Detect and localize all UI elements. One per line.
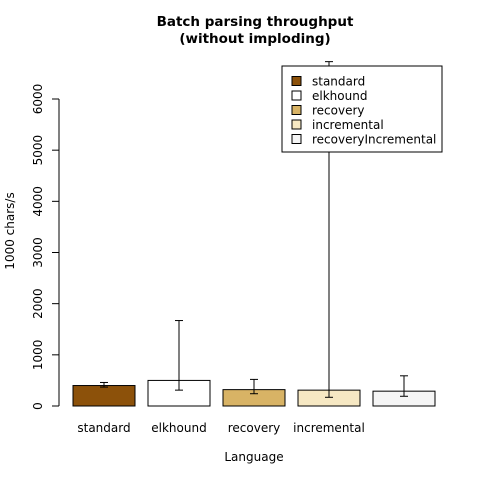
- y-tick-label: 5000: [31, 135, 45, 166]
- x-axis-tick-labels: standard elkhound recovery incremental: [77, 421, 364, 435]
- y-tick-label: 3000: [31, 237, 45, 268]
- y-tick-label: 6000: [31, 84, 45, 115]
- legend: standardelkhoundrecoveryincrementalrecov…: [281, 65, 443, 153]
- x-tick-label: elkhound: [151, 421, 206, 435]
- y-axis-label: 1000 chars/s: [3, 192, 17, 269]
- y-tick-label: 0: [31, 402, 45, 410]
- x-tick-label: incremental: [293, 421, 365, 435]
- legend-swatch: [291, 76, 302, 86]
- y-axis: 0 1000 2000 3000 4000 5000 6000: [31, 84, 60, 410]
- legend-swatch: [291, 134, 302, 144]
- x-tick-label: recovery: [228, 421, 281, 435]
- y-tick-label: 4000: [31, 186, 45, 217]
- x-tick-label: standard: [77, 421, 130, 435]
- bar-elkhound: [147, 379, 211, 407]
- legend-swatch: [291, 105, 302, 115]
- bars: [72, 61, 436, 407]
- chart-title-line-1: Batch parsing throughput: [157, 14, 354, 30]
- legend-swatch: [291, 119, 302, 130]
- legend-entry: elkhound: [312, 89, 367, 103]
- legend-box: [281, 65, 443, 153]
- x-axis-label: Language: [224, 450, 283, 464]
- legend-swatch: [291, 90, 302, 101]
- y-tick-label: 2000: [31, 288, 45, 319]
- y-tick-label: 1000: [31, 340, 45, 371]
- chart-title-line-2: (without imploding): [179, 31, 330, 47]
- legend-entry: recovery: [312, 104, 365, 118]
- legend-entry: standard: [312, 75, 365, 89]
- legend-entry: recoveryIncremental: [312, 133, 436, 147]
- legend-entry: incremental: [312, 118, 384, 132]
- bar-standard: [72, 385, 136, 407]
